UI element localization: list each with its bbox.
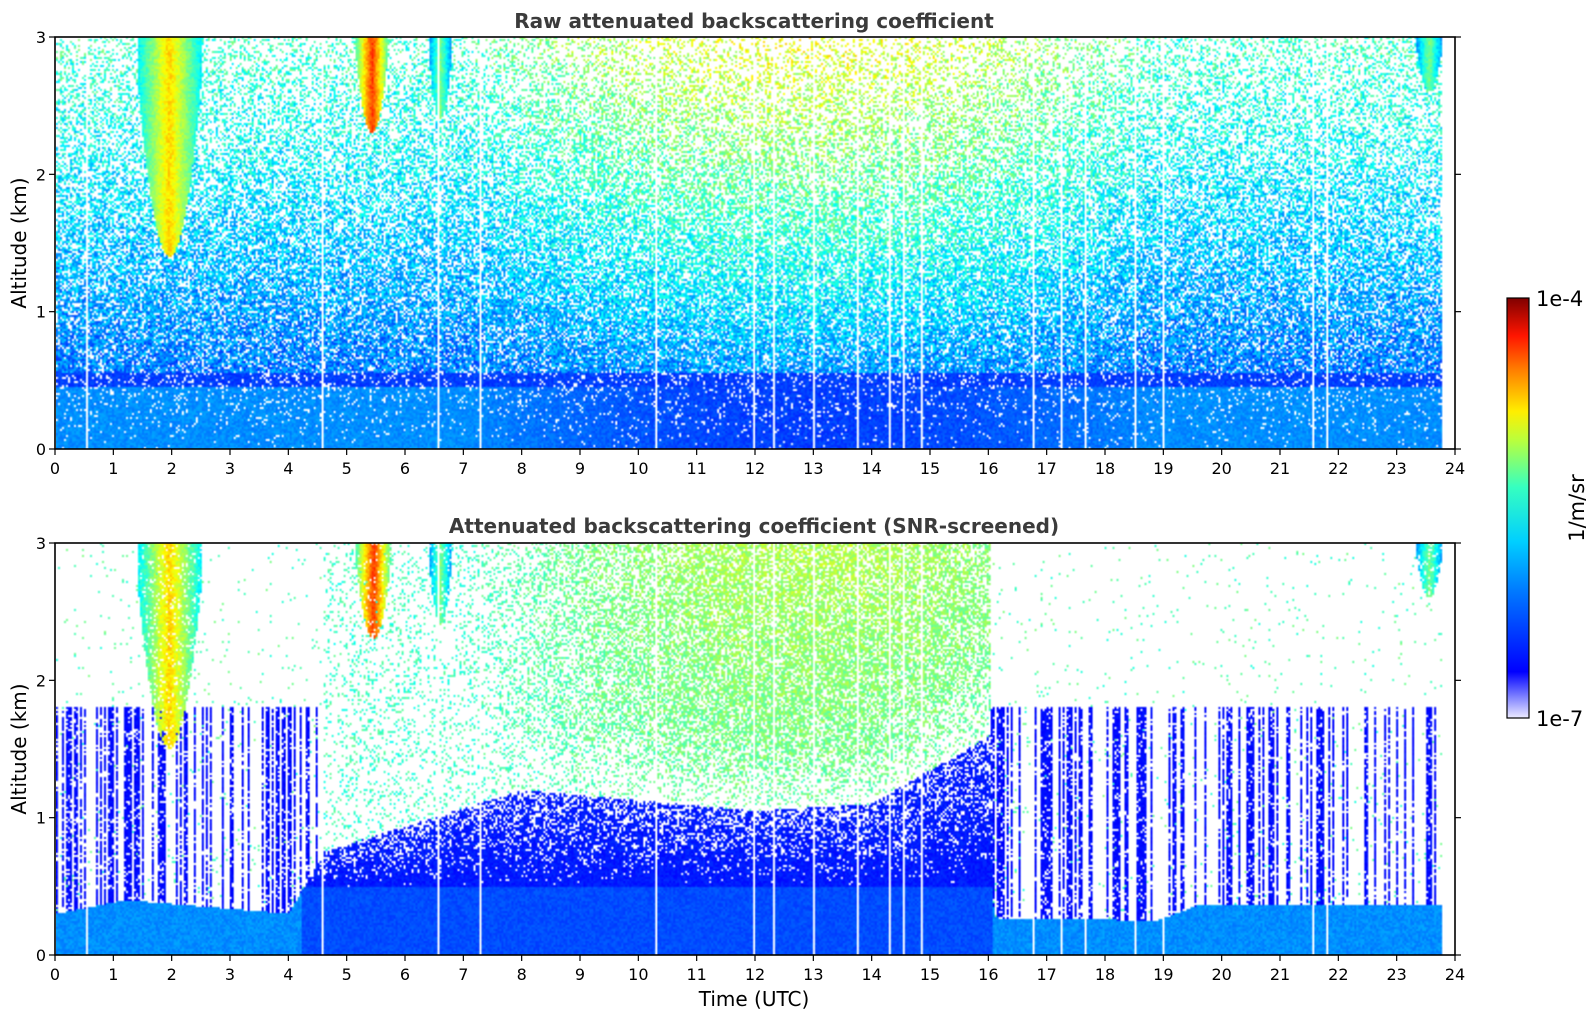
colorbar-min-label: 1e-7 — [1536, 707, 1583, 731]
x-tick-label: 23 — [1386, 459, 1406, 478]
x-tick-label: 24 — [1445, 459, 1465, 478]
y-tick-label: 3 — [36, 28, 46, 47]
x-tick-label: 13 — [803, 965, 823, 984]
x-tick-label: 14 — [861, 965, 881, 984]
x-axis-label: Time (UTC) — [698, 987, 810, 1011]
x-tick-label: 1 — [108, 965, 118, 984]
y-tick-label: 0 — [36, 440, 46, 459]
x-tick-label: 13 — [803, 459, 823, 478]
x-tick-label: 4 — [283, 459, 293, 478]
x-tick-label: 10 — [628, 459, 648, 478]
y-tick-label: 1 — [36, 303, 46, 322]
x-tick-label: 0 — [50, 459, 60, 478]
x-tick-label: 0 — [50, 965, 60, 984]
panel-raw-x-ticks: 0 1 2 3 4 5 6 7 8 9 10 11 12 13 14 15 16 17 18 19 20 21 22 23 24 — [50, 449, 1465, 478]
x-tick-label: 7 — [458, 965, 468, 984]
x-tick-label: 16 — [978, 965, 998, 984]
x-tick-label: 15 — [920, 459, 940, 478]
x-tick-label: 3 — [225, 459, 235, 478]
y-tick-label: 2 — [36, 671, 46, 690]
panel-raw-y-ticks: 0 1 2 3 — [36, 28, 1461, 459]
panel-screened-y-ticks: 0 1 2 3 — [36, 534, 1461, 965]
x-tick-label: 23 — [1386, 965, 1406, 984]
x-tick-label: 8 — [517, 965, 527, 984]
raw-backscatter-heatmap — [56, 37, 1454, 449]
x-tick-label: 11 — [686, 459, 706, 478]
x-tick-label: 1 — [108, 459, 118, 478]
panel-raw-ylabel: Altitude (km) — [7, 177, 31, 308]
x-tick-label: 17 — [1036, 459, 1056, 478]
x-tick-label: 9 — [575, 965, 585, 984]
x-tick-label: 11 — [686, 965, 706, 984]
panel-screened: Attenuated backscattering coefficient (S… — [7, 514, 1465, 1011]
x-tick-label: 17 — [1036, 965, 1056, 984]
x-tick-label: 2 — [167, 459, 177, 478]
colorbar-max-label: 1e-4 — [1536, 287, 1583, 311]
x-tick-label: 5 — [342, 459, 352, 478]
snr-screened-backscatter-heatmap — [56, 543, 1454, 955]
x-tick-label: 9 — [575, 459, 585, 478]
x-tick-label: 7 — [458, 459, 468, 478]
y-tick-label: 1 — [36, 809, 46, 828]
x-tick-label: 8 — [517, 459, 527, 478]
x-tick-label: 22 — [1328, 459, 1348, 478]
x-tick-label: 20 — [1211, 965, 1231, 984]
panel-screened-x-ticks: 0 1 2 3 4 5 6 7 8 9 10 11 12 13 14 15 16 17 18 19 20 21 22 23 24 — [50, 955, 1465, 984]
x-tick-label: 4 — [283, 965, 293, 984]
x-tick-label: 3 — [225, 965, 235, 984]
x-tick-label: 19 — [1153, 965, 1173, 984]
x-tick-label: 10 — [628, 965, 648, 984]
x-tick-label: 6 — [400, 965, 410, 984]
x-tick-label: 2 — [167, 965, 177, 984]
x-tick-label: 20 — [1211, 459, 1231, 478]
panel-screened-title: Attenuated backscattering coefficient (S… — [449, 514, 1059, 538]
x-tick-label: 18 — [1095, 965, 1115, 984]
y-tick-label: 3 — [36, 534, 46, 553]
panel-raw-title: Raw attenuated backscattering coefficien… — [514, 9, 994, 33]
x-tick-label: 21 — [1270, 965, 1290, 984]
x-tick-label: 24 — [1445, 965, 1465, 984]
colorbar: 1e-4 1e-7 1/m/sr — [1506, 287, 1589, 731]
panel-raw: Raw attenuated backscattering coefficien… — [7, 9, 1465, 478]
panel-screened-ylabel: Altitude (km) — [7, 683, 31, 814]
x-tick-label: 5 — [342, 965, 352, 984]
x-tick-label: 12 — [745, 965, 765, 984]
x-tick-label: 21 — [1270, 459, 1290, 478]
colorbar-unit-label: 1/m/sr — [1565, 474, 1589, 542]
x-tick-label: 19 — [1153, 459, 1173, 478]
x-tick-label: 6 — [400, 459, 410, 478]
x-tick-label: 12 — [745, 459, 765, 478]
x-tick-label: 14 — [861, 459, 881, 478]
y-tick-label: 0 — [36, 946, 46, 965]
colorbar-gradient — [1506, 297, 1530, 719]
x-tick-label: 22 — [1328, 965, 1348, 984]
y-tick-label: 2 — [36, 165, 46, 184]
x-tick-label: 16 — [978, 459, 998, 478]
x-tick-label: 15 — [920, 965, 940, 984]
x-tick-label: 18 — [1095, 459, 1115, 478]
